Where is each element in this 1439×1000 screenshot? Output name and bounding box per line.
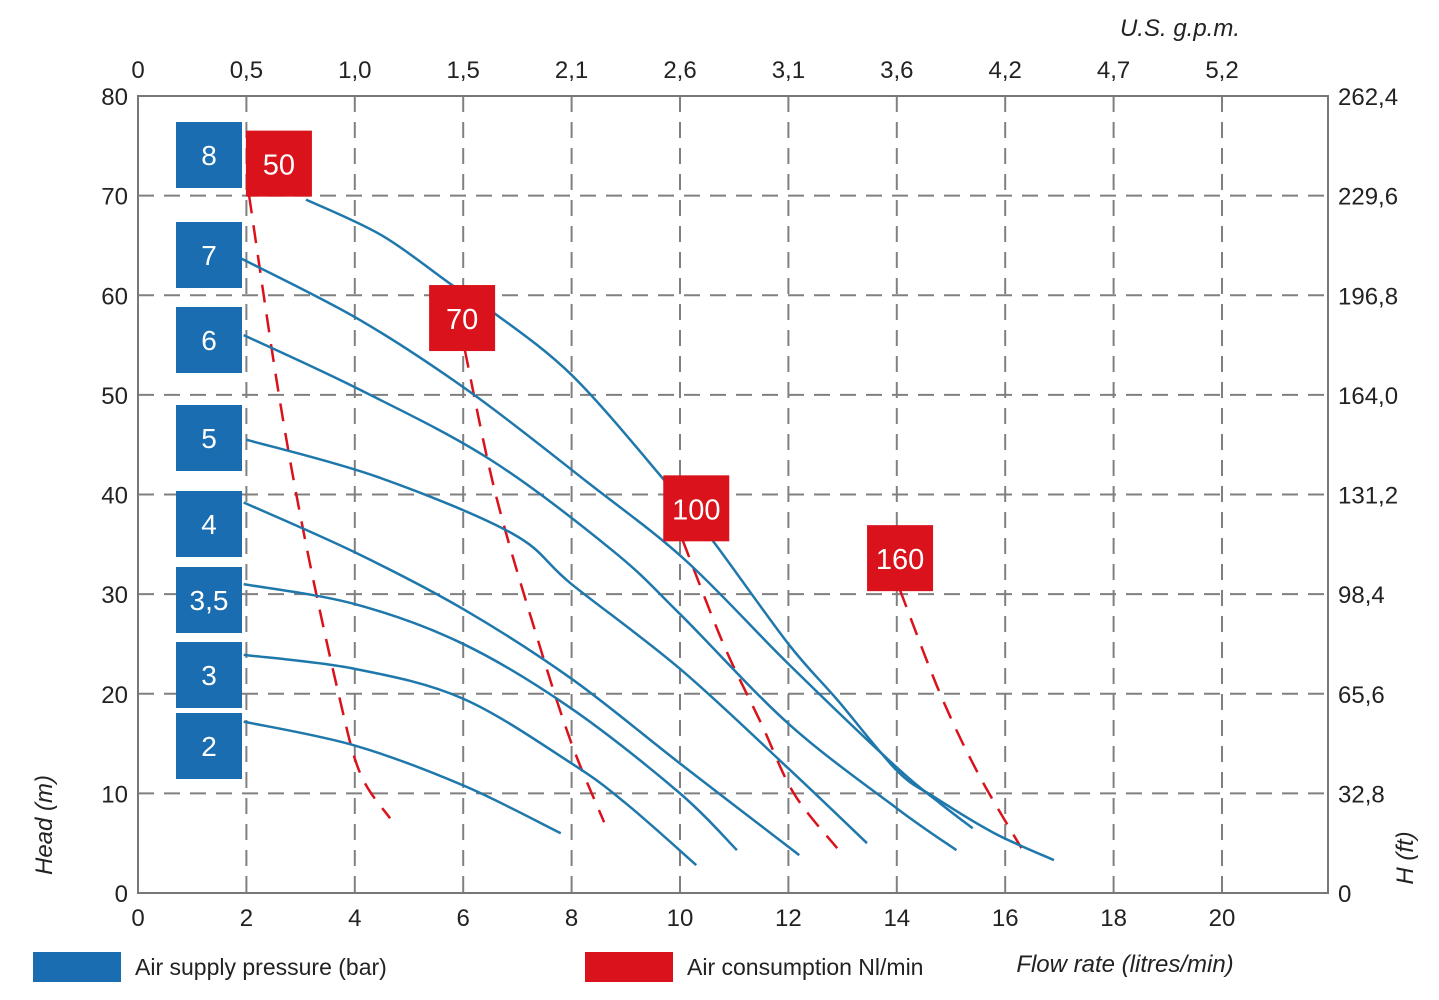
x2-tick-label: 3,6	[880, 57, 913, 84]
pressure-label-box	[176, 307, 242, 373]
x-tick-label: 18	[1100, 905, 1127, 932]
y2-tick-label: 164,0	[1338, 383, 1398, 410]
y-tick-label: 10	[101, 781, 128, 808]
pressure-curve-5	[246, 438, 868, 845]
y2-tick-label: 196,8	[1338, 283, 1398, 310]
consumption-curve-160	[898, 589, 1023, 849]
consumption-label-box	[663, 475, 730, 542]
consumption-label-text: 70	[446, 304, 478, 336]
x-tick-label: 6	[457, 905, 470, 932]
pressure-label-text: 6	[201, 325, 217, 356]
consumption-label-text: 160	[876, 544, 924, 576]
pressure-label-box	[176, 405, 242, 471]
y-tick-label: 20	[101, 682, 128, 709]
pressure-label-text: 3	[201, 660, 217, 691]
pressure-curve-4	[243, 501, 801, 857]
legend-label-consumption: Air consumption Nl/min	[687, 953, 924, 980]
x2-tick-label: 2,6	[663, 57, 696, 84]
consumption-label-text: 50	[263, 150, 295, 182]
y-tick-label: 30	[101, 582, 128, 609]
x2-tick-label: 1,5	[447, 57, 480, 84]
y2-tick-label: 32,8	[1338, 781, 1385, 808]
pressure-label-text: 7	[201, 240, 217, 271]
x2-tick-label: 3,1	[772, 57, 805, 84]
x-tick-label: 14	[883, 905, 910, 932]
pressure-label-text: 3,5	[190, 585, 229, 616]
y2-axis-title: H (ft)	[1392, 831, 1419, 884]
x-tick-label: 20	[1209, 905, 1236, 932]
legend-swatch-pressure	[33, 952, 121, 982]
x-tick-label: 12	[775, 905, 802, 932]
pressure-label-box	[176, 713, 242, 779]
x-tick-label: 16	[992, 905, 1019, 932]
legend-label-pressure: Air supply pressure (bar)	[135, 953, 387, 980]
x2-tick-label: 1,0	[338, 57, 371, 84]
consumption-label-box	[245, 130, 312, 197]
x-tick-label: 2	[240, 905, 253, 932]
x-tick-label: 0	[131, 905, 144, 932]
pressure-label-text: 8	[201, 140, 217, 171]
consumption-curve-100	[681, 539, 839, 849]
pressure-curve-6	[243, 333, 958, 852]
consumption-label-text: 100	[672, 494, 720, 526]
x-tick-label: 10	[667, 905, 694, 932]
y2-tick-label: 98,4	[1338, 582, 1385, 609]
pressure-label-text: 4	[201, 509, 217, 540]
y2-tick-label: 65,6	[1338, 682, 1385, 709]
plot-frame	[137, 95, 1329, 894]
x2-tick-label: 4,7	[1097, 57, 1130, 84]
y-tick-label: 70	[101, 184, 128, 211]
y-tick-label: 0	[115, 881, 128, 908]
y-tick-label: 80	[101, 84, 128, 111]
pressure-label-box	[176, 567, 242, 633]
consumption-curve-70	[463, 349, 606, 823]
consumption-curve-50	[247, 195, 392, 819]
pressure-label-text: 2	[201, 731, 217, 762]
pressure-curve-7	[240, 257, 974, 830]
y-axis-title: Head (m)	[31, 775, 58, 875]
pressure-label-box	[176, 222, 242, 288]
x2-tick-label: 0	[131, 57, 144, 84]
legend-swatch-consumption	[585, 952, 673, 982]
y2-tick-label: 262,4	[1338, 84, 1398, 111]
x2-tick-label: 5,2	[1205, 57, 1238, 84]
pressure-curve-3	[243, 653, 698, 867]
pressure-label-box	[176, 122, 242, 188]
pressure-curve-3-5	[243, 582, 738, 852]
y-tick-label: 40	[101, 483, 128, 510]
x-tick-label: 4	[348, 905, 361, 932]
consumption-label-box	[429, 285, 496, 352]
y2-tick-label: 131,2	[1338, 483, 1398, 510]
consumption-label-box	[867, 525, 934, 592]
y2-tick-label: 229,6	[1338, 184, 1398, 211]
x2-tick-label: 2,1	[555, 57, 588, 84]
x-axis-title: Flow rate (litres/min)	[1016, 951, 1233, 978]
pressure-label-box	[176, 642, 242, 708]
pressure-label-box	[176, 491, 242, 557]
x2-axis-title: U.S. g.p.m.	[1120, 15, 1240, 42]
x2-tick-label: 4,2	[989, 57, 1022, 84]
y2-tick-label: 0	[1338, 881, 1351, 908]
pressure-label-text: 5	[201, 423, 217, 454]
legend-item-consumption: Air consumption Nl/min	[585, 952, 923, 982]
pressure-curve-2	[243, 720, 562, 835]
y-tick-label: 50	[101, 383, 128, 410]
legend-item-pressure: Air supply pressure (bar)	[33, 952, 387, 982]
x2-tick-label: 0,5	[230, 57, 263, 84]
y-tick-label: 60	[101, 283, 128, 310]
x-tick-label: 8	[565, 905, 578, 932]
